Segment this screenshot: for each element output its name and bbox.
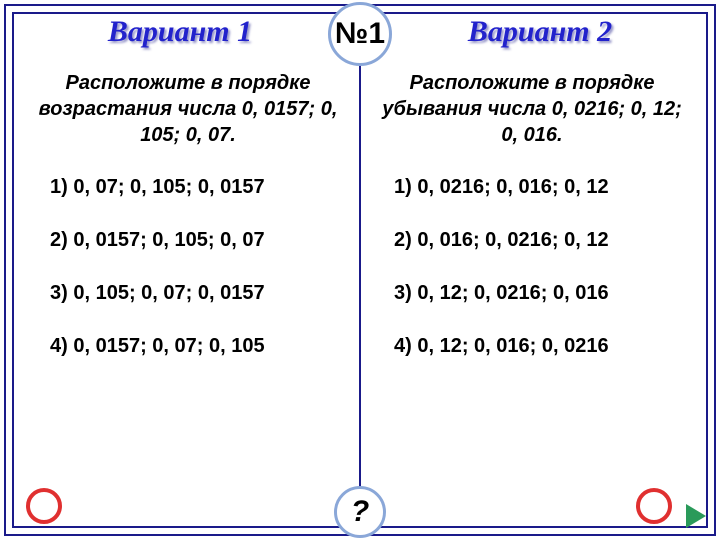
next-arrow-icon[interactable] <box>686 504 706 528</box>
question-badge[interactable]: ? <box>334 486 386 538</box>
columns: Расположите в порядке возрастания числа … <box>16 70 704 490</box>
right-column: Расположите в порядке убывания числа 0, … <box>360 70 704 490</box>
right-option-4[interactable]: 4) 0, 12; 0, 016; 0, 0216 <box>394 335 690 358</box>
variant-1-title: Вариант 1 <box>0 15 360 49</box>
right-options: 1) 0, 0216; 0, 016; 0, 12 2) 0, 016; 0, … <box>374 176 690 358</box>
right-option-1[interactable]: 1) 0, 0216; 0, 016; 0, 12 <box>394 176 690 199</box>
left-option-1[interactable]: 1) 0, 07; 0, 105; 0, 0157 <box>50 176 346 199</box>
task-number-badge: №1 <box>328 2 392 66</box>
left-prompt: Расположите в порядке возрастания числа … <box>30 70 346 148</box>
left-option-3[interactable]: 3) 0, 105; 0, 07; 0, 0157 <box>50 282 346 305</box>
right-option-3[interactable]: 3) 0, 12; 0, 0216; 0, 016 <box>394 282 690 305</box>
answer-marker-right[interactable] <box>636 488 672 524</box>
left-option-2[interactable]: 2) 0, 0157; 0, 105; 0, 07 <box>50 229 346 252</box>
left-options: 1) 0, 07; 0, 105; 0, 0157 2) 0, 0157; 0,… <box>30 176 346 358</box>
left-option-4[interactable]: 4) 0, 0157; 0, 07; 0, 105 <box>50 335 346 358</box>
right-prompt: Расположите в порядке убывания числа 0, … <box>374 70 690 148</box>
answer-marker-left[interactable] <box>26 488 62 524</box>
variant-2-title: Вариант 2 <box>360 15 720 49</box>
left-column: Расположите в порядке возрастания числа … <box>16 70 360 490</box>
right-option-2[interactable]: 2) 0, 016; 0, 0216; 0, 12 <box>394 229 690 252</box>
